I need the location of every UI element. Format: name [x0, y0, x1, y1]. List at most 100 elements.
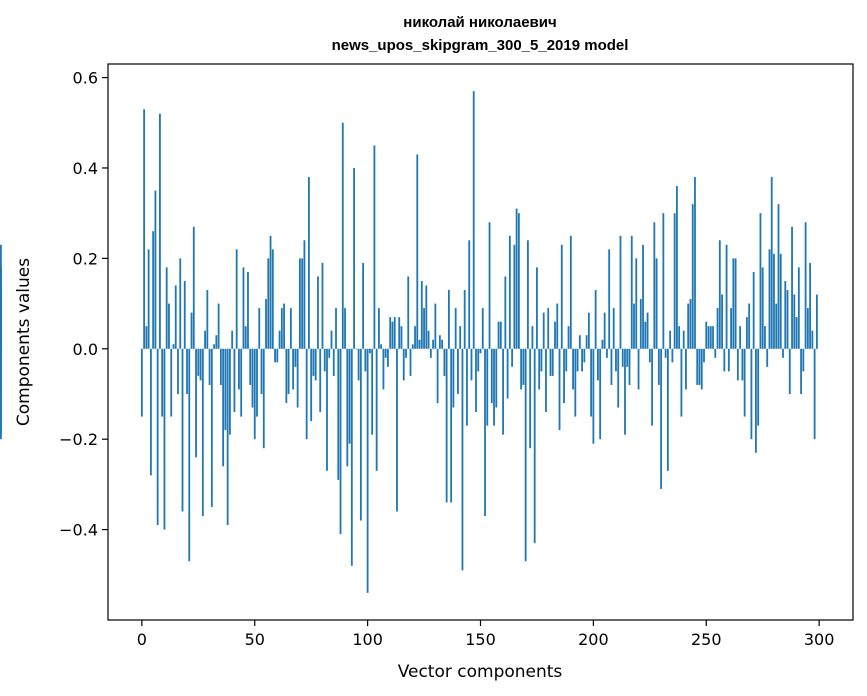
bar-72: [303, 240, 306, 349]
bar-240: [682, 330, 685, 349]
bar-87: [337, 348, 340, 480]
bar-40: [231, 330, 234, 349]
bar-273: [757, 348, 760, 426]
bar-272: [755, 348, 757, 453]
bar-35: [219, 348, 222, 385]
bar-95: [355, 348, 358, 350]
bar-228: [655, 258, 658, 349]
bar-220: [637, 348, 640, 390]
bar-46: [244, 326, 247, 349]
bar-172: [529, 348, 532, 449]
bar-59: [274, 348, 276, 363]
bar-71: [301, 258, 304, 349]
bar-250: [705, 321, 708, 349]
bar-229: [657, 348, 660, 385]
bar-103: [373, 145, 376, 349]
bar-120: [411, 344, 414, 349]
bar-267: [743, 348, 746, 417]
bar-168: [520, 348, 523, 390]
bar-43: [238, 348, 240, 390]
bar-25: [197, 348, 200, 376]
y-tick-label: −0.2: [59, 430, 98, 449]
bar-52: [258, 308, 261, 349]
bar-262: [732, 258, 735, 349]
bar-121: [414, 326, 416, 349]
bar-143: [463, 290, 466, 349]
bar-123: [418, 339, 421, 349]
y-tick-label: 0.2: [73, 249, 98, 268]
bar-74: [308, 177, 310, 349]
bar-130: [434, 303, 437, 349]
bar-20: [186, 348, 188, 394]
bar-184: [556, 303, 559, 349]
bar-12: [168, 303, 170, 349]
bar-287: [788, 348, 791, 394]
bar-29: [206, 290, 209, 349]
bar-5: [152, 231, 155, 349]
bar-235: [671, 348, 674, 363]
bar-230: [660, 348, 663, 489]
bar-245: [694, 177, 696, 349]
bar-255: [716, 308, 719, 349]
bar-293: [802, 348, 805, 372]
bar-181: [549, 348, 552, 376]
bar-undefined: [0, 348, 2, 435]
bar-218: [633, 303, 635, 349]
bar-260: [727, 348, 730, 372]
bar-9: [161, 348, 164, 417]
bar-226: [651, 348, 653, 426]
bar-175: [536, 267, 538, 349]
bar-32: [213, 344, 216, 349]
bar-254: [714, 348, 717, 358]
bar-215: [626, 348, 629, 367]
x-tick-label: 0: [137, 630, 147, 649]
bar-53: [260, 348, 263, 394]
bar-200: [592, 348, 595, 444]
bar-284: [782, 348, 784, 358]
bar-216: [628, 348, 631, 385]
bar-182: [551, 348, 554, 376]
bar-26: [199, 348, 202, 381]
bar-139: [454, 308, 457, 349]
plot-frame: [107, 63, 854, 621]
bar-116: [402, 348, 405, 381]
bar-127: [427, 330, 430, 349]
bar-246: [696, 348, 699, 385]
bar-2: [145, 326, 148, 349]
bar-188: [565, 348, 568, 372]
bar-265: [739, 326, 742, 349]
bar-256: [718, 240, 721, 349]
bar-56: [267, 258, 270, 349]
bar-296: [809, 262, 812, 349]
bar-89: [341, 122, 344, 349]
bar-31: [210, 348, 213, 507]
bar-129: [432, 339, 434, 349]
bar-42: [235, 249, 238, 349]
bar-126: [425, 285, 428, 349]
bar-142: [461, 348, 464, 571]
bar-41: [233, 348, 236, 413]
x-tick-label: 100: [352, 630, 383, 649]
bar-195: [581, 348, 583, 372]
bar-271: [752, 271, 755, 349]
bar-47: [247, 271, 249, 349]
bar-156: [493, 348, 495, 426]
bar-84: [330, 330, 333, 349]
bar-85: [332, 348, 335, 376]
bar-148: [475, 348, 477, 413]
bar-236: [673, 213, 676, 349]
bar-173: [531, 326, 534, 349]
bar-122: [416, 154, 419, 349]
bar-93: [350, 348, 353, 566]
bar-15: [174, 285, 177, 349]
bar-252: [709, 326, 712, 349]
bar-202: [596, 348, 599, 381]
bar-241: [685, 348, 687, 390]
bar-219: [635, 258, 638, 349]
bar-165: [513, 244, 516, 349]
bar-135: [445, 348, 448, 503]
bar-237: [676, 186, 678, 349]
bar-106: [380, 344, 383, 349]
bar-140: [457, 348, 459, 394]
